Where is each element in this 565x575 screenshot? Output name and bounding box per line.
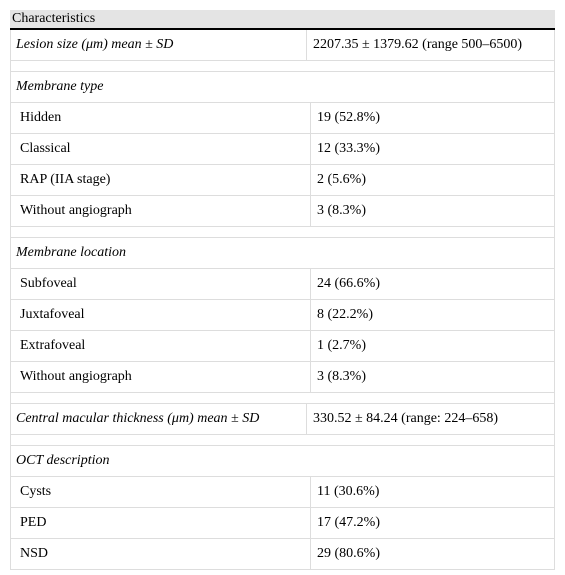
row-label: Classical bbox=[11, 134, 311, 164]
spacer-row bbox=[10, 61, 555, 72]
section-title: Membrane location bbox=[10, 238, 555, 269]
row-value: 3 (8.3%) bbox=[317, 369, 366, 384]
table-row: Cysts 11 (30.6%) bbox=[10, 477, 555, 508]
row-label: Hidden bbox=[11, 103, 311, 133]
row-label: Extrafoveal bbox=[11, 331, 311, 361]
spacer-row bbox=[10, 393, 555, 404]
table-row: Juxtafoveal 8 (22.2%) bbox=[10, 300, 555, 331]
row-label: RAP (IIA stage) bbox=[11, 165, 311, 195]
row-value: 330.52 ± 84.24 (range: 224–658) bbox=[313, 411, 498, 426]
table-row: Central macular thickness (μm) mean ± SD… bbox=[10, 404, 555, 435]
spacer-row bbox=[10, 227, 555, 238]
row-label: Subfoveal bbox=[11, 269, 311, 299]
table-row: Extrafoveal 1 (2.7%) bbox=[10, 331, 555, 362]
row-value: 2207.35 ± 1379.62 (range 500–6500) bbox=[313, 37, 523, 52]
table-header: Characteristics bbox=[10, 10, 555, 30]
table-row: Lesion size (μm) mean ± SD 2207.35 ± 1379… bbox=[10, 30, 555, 61]
row-value: 1 (2.7%) bbox=[317, 338, 366, 353]
row-value: 12 (33.3%) bbox=[317, 141, 380, 156]
row-value: 11 (30.6%) bbox=[317, 484, 380, 499]
table-row: Classical 12 (33.3%) bbox=[10, 134, 555, 165]
table-row: Hidden 19 (52.8%) bbox=[10, 103, 555, 134]
row-label: Juxtafoveal bbox=[11, 300, 311, 330]
table-row: Without angiograph 3 (8.3%) bbox=[10, 196, 555, 227]
row-value: 8 (22.2%) bbox=[317, 307, 373, 322]
table-row: RAP (IIA stage) 2 (5.6%) bbox=[10, 165, 555, 196]
row-value: 2 (5.6%) bbox=[317, 172, 366, 187]
row-value: 19 (52.8%) bbox=[317, 110, 380, 125]
table-row: PED 17 (47.2%) bbox=[10, 508, 555, 539]
row-label: Without angiograph bbox=[11, 196, 311, 226]
row-label: Without angiograph bbox=[11, 362, 311, 392]
row-value: 24 (66.6%) bbox=[317, 276, 380, 291]
row-value: 17 (47.2%) bbox=[317, 515, 380, 530]
row-label: Cysts bbox=[11, 477, 311, 507]
row-label: PED bbox=[11, 508, 311, 538]
section-title: OCT description bbox=[10, 446, 555, 477]
row-label: Central macular thickness (μm) mean ± SD bbox=[11, 404, 307, 434]
table-row: NSD 29 (80.6%) bbox=[10, 539, 555, 570]
row-label: Lesion size (μm) mean ± SD bbox=[11, 30, 307, 60]
row-value: 3 (8.3%) bbox=[317, 203, 366, 218]
table-row: Subfoveal 24 (66.6%) bbox=[10, 269, 555, 300]
table-row: Without angiograph 3 (8.3%) bbox=[10, 362, 555, 393]
table: Characteristics Lesion size (μm) mean ± … bbox=[10, 10, 555, 570]
section-title: Membrane type bbox=[10, 72, 555, 103]
spacer-row bbox=[10, 435, 555, 446]
row-label: NSD bbox=[11, 539, 311, 569]
row-value: 29 (80.6%) bbox=[317, 546, 380, 561]
